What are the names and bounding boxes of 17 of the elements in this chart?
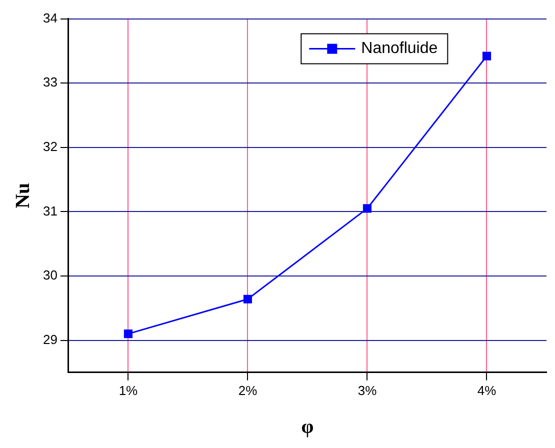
x-tick-label: 1% bbox=[118, 382, 138, 398]
x-axis-title: φ bbox=[301, 416, 314, 438]
y-tick-label: 29 bbox=[42, 332, 58, 347]
point bbox=[243, 294, 252, 304]
x-tick-label: 4% bbox=[477, 382, 497, 398]
point bbox=[482, 52, 492, 60]
y-tick-label: 33 bbox=[42, 74, 58, 90]
x-tick-label: 3% bbox=[358, 382, 378, 398]
y-tick-label: 31 bbox=[42, 203, 58, 218]
y-axis-title: Nu bbox=[12, 182, 34, 208]
point bbox=[124, 330, 132, 338]
x-tick-label: 2% bbox=[238, 382, 258, 398]
point bbox=[362, 204, 372, 213]
y-tick-label: 30 bbox=[42, 268, 58, 283]
y-tick-label: 34 bbox=[42, 10, 58, 26]
y-tick-label: 32 bbox=[42, 138, 58, 154]
legend-label: Nanofluide bbox=[361, 40, 438, 58]
